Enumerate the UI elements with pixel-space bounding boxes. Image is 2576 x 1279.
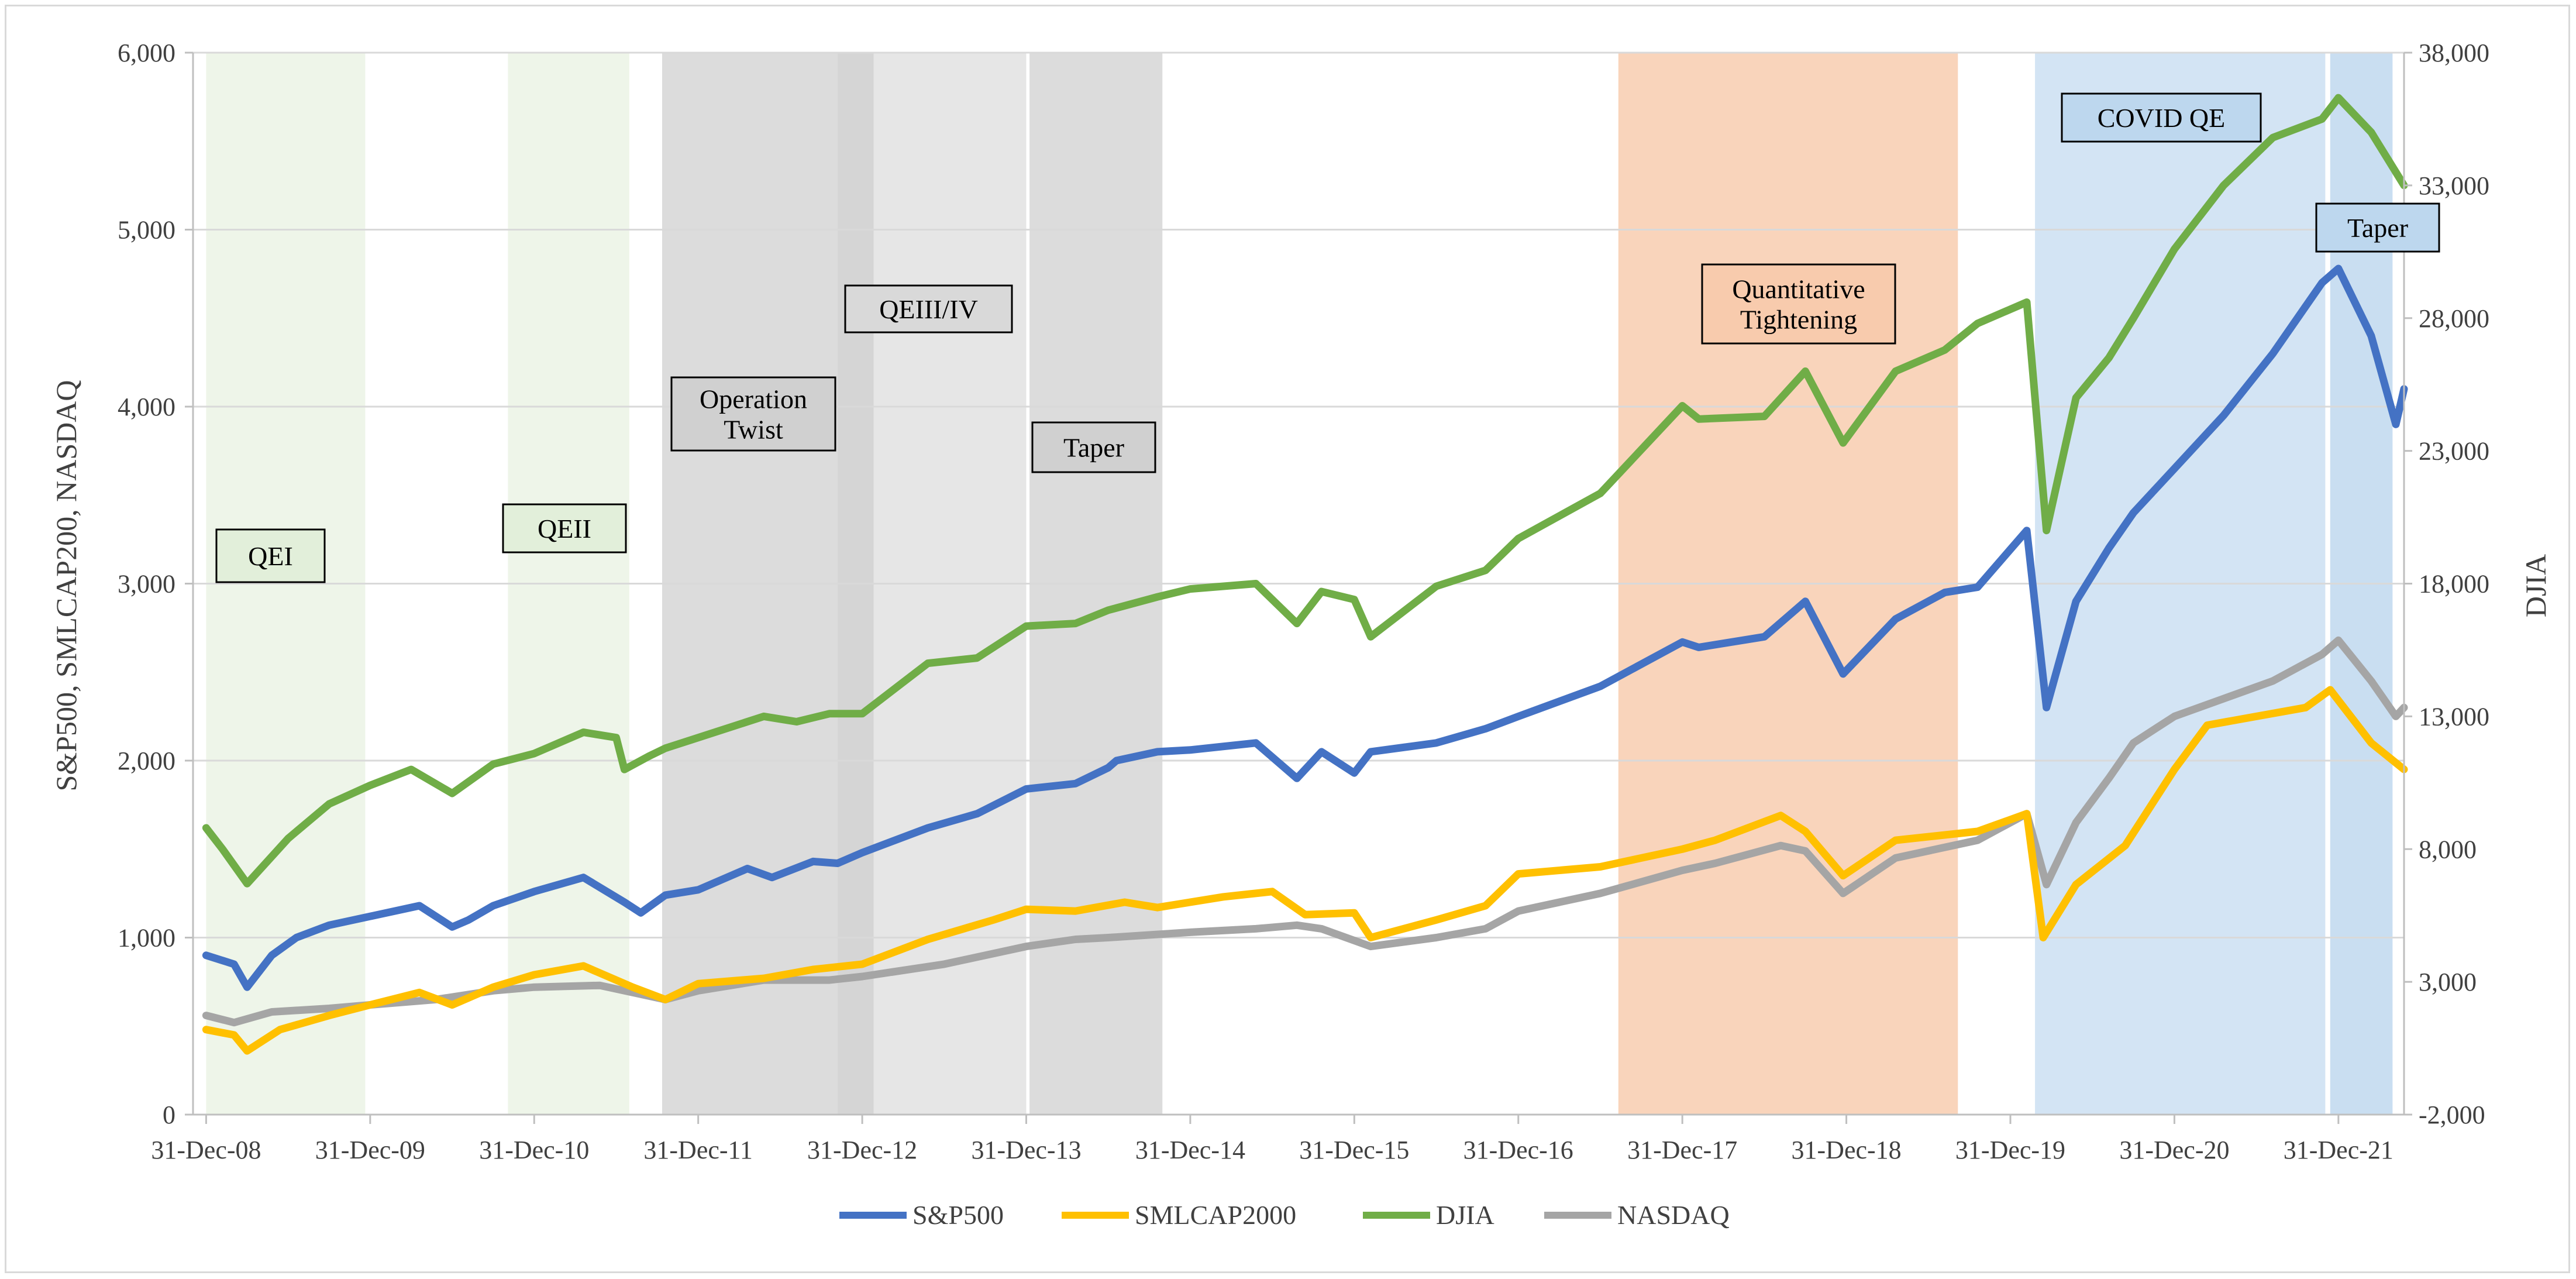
y-right-tick-label: 38,000 (2419, 39, 2489, 67)
annotation-frame (1701, 263, 1896, 345)
chart-frame (5, 5, 2570, 1273)
annotation-box: QEII (502, 503, 627, 553)
annotation-label: QEI (248, 541, 293, 571)
annotation-label: Taper (1063, 433, 1124, 463)
y-right-tick-label: 3,000 (2419, 968, 2477, 996)
x-tick-label: 31-Dec-20 (2119, 1136, 2229, 1164)
y-left-tick-label: 2,000 (118, 747, 175, 775)
y-left-tick-label: 3,000 (118, 570, 175, 599)
x-tick-label: 31-Dec-19 (1955, 1136, 2065, 1164)
x-tick-label: 31-Dec-14 (1135, 1136, 1245, 1164)
legend-label-smlcap2000: SMLCAP2000 (1135, 1200, 1296, 1230)
series-line-sp500 (202, 264, 2408, 991)
y-right-tick-label: 23,000 (2419, 437, 2489, 466)
annotation-label: QEIII/IV (879, 294, 978, 324)
annotation-frame (670, 376, 836, 452)
series-line-nasdaq (202, 636, 2408, 1027)
annotation-label: Twist (724, 415, 783, 445)
x-tick-label: 31-Dec-10 (479, 1136, 589, 1164)
annotation-frame (2061, 92, 2262, 143)
series-line-djia (202, 94, 2408, 888)
annotation-label: Quantitative (1732, 274, 1865, 304)
y-right-tick-label: 8,000 (2419, 835, 2477, 864)
axes: 0 1,000 2,000 3,000 4,000 5,000 6,000 -2,000 3,0… (118, 39, 2489, 1164)
legend-label-sp500: S&P500 (912, 1200, 1004, 1230)
y-left-tick-label: 5,000 (118, 216, 175, 245)
annotation-label: Operation (700, 384, 807, 414)
right-axis-title: DJIA (2519, 554, 2552, 617)
legend: S&P500 SMLCAP2000 DJIA NASDAQ (839, 1200, 1730, 1230)
annotation-frame (502, 503, 627, 553)
annotation-box: Taper (2315, 202, 2440, 253)
annotation-frame (215, 528, 326, 583)
x-tick-label: 31-Dec-16 (1463, 1136, 1573, 1164)
y-right-tick-label: 33,000 (2419, 171, 2489, 200)
y-right-tick-label: 28,000 (2419, 304, 2489, 333)
x-tick-label: 31-Dec-21 (2284, 1136, 2394, 1164)
legend-label-djia: DJIA (1436, 1200, 1494, 1230)
y-left-tick-label: 1,000 (118, 924, 175, 953)
annotation-label: Taper (2347, 213, 2408, 243)
annotation-box: QEI (215, 528, 326, 583)
x-tick-label: 31-Dec-17 (1627, 1136, 1737, 1164)
annotation-frame (1031, 421, 1156, 473)
y-right-tick-label: 18,000 (2419, 570, 2489, 599)
y-left-tick-label: 4,000 (118, 393, 175, 421)
annotation-box: Taper (1031, 421, 1156, 473)
x-tick-label: 31-Dec-12 (807, 1136, 917, 1164)
y-left-tick-label: 6,000 (118, 39, 175, 67)
annotation-label: Tightening (1740, 305, 1857, 335)
x-tick-label: 31-Dec-15 (1299, 1136, 1409, 1164)
y-right-tick-label: -2,000 (2419, 1101, 2485, 1129)
legend-label-nasdaq: NASDAQ (1617, 1200, 1730, 1230)
annotation-box: COVID QE (2061, 92, 2262, 143)
y-right-tick-label: 13,000 (2419, 702, 2489, 731)
left-axis-title: S&P500, SMLCAP200, NASDAQ (50, 380, 82, 792)
x-tick-label: 31-Dec-09 (315, 1136, 425, 1164)
annotation-frame (2315, 202, 2440, 253)
x-tick-label: 31-Dec-08 (151, 1136, 261, 1164)
x-tick-label: 31-Dec-13 (971, 1136, 1081, 1164)
x-tick-label: 31-Dec-18 (1792, 1136, 1902, 1164)
x-tick-label: 31-Dec-11 (643, 1136, 753, 1164)
series-lines (202, 94, 2408, 1055)
annotation-label: COVID QE (2098, 103, 2225, 133)
annotation-label: QEII (538, 514, 591, 544)
annotation-box: QEIII/IV (844, 284, 1013, 333)
annotation-frame (844, 284, 1013, 333)
series-line-smlcap2000 (202, 686, 2408, 1055)
y-left-tick-label: 0 (163, 1101, 175, 1129)
